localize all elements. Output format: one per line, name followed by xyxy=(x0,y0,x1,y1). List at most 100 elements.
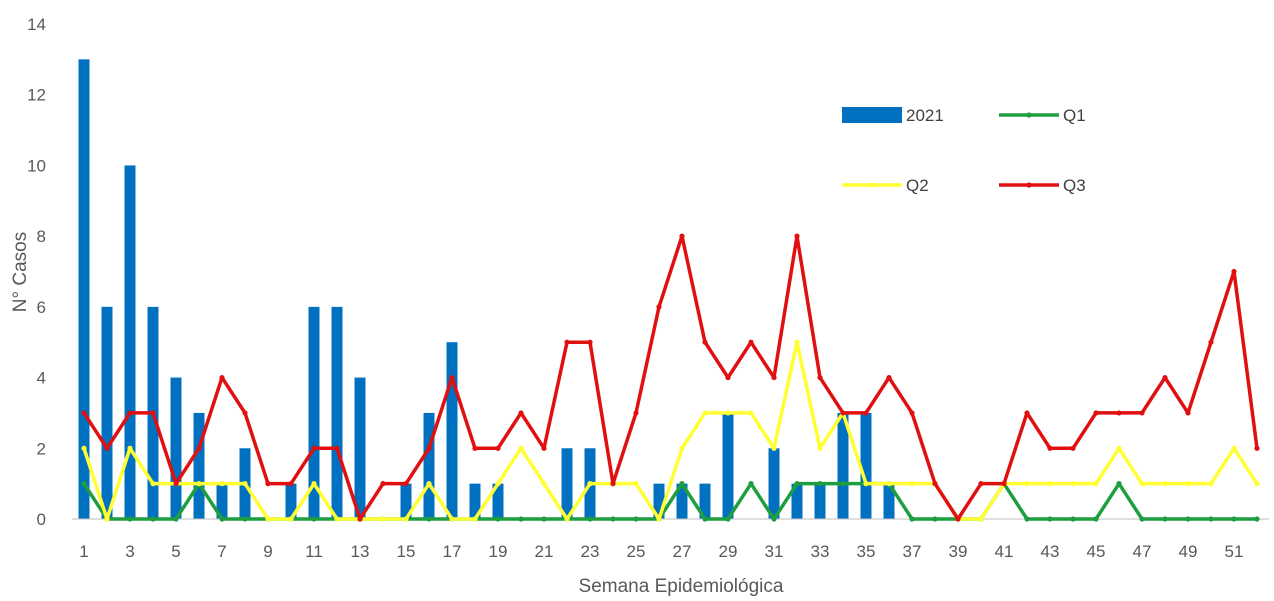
data-point xyxy=(794,233,800,239)
legend-label: Q2 xyxy=(906,176,929,195)
data-point xyxy=(679,445,685,451)
data-point xyxy=(495,481,501,487)
bar xyxy=(285,483,297,519)
data-point xyxy=(1254,481,1260,487)
data-point xyxy=(541,516,547,522)
x-tick-label: 49 xyxy=(1179,542,1198,561)
data-point xyxy=(81,445,87,451)
data-point xyxy=(1139,410,1145,416)
x-tick-labels: 1 3 5 7 9 11 13 15 17 19 21 23 25 27 29 31 33 35 37 39 41 43 4… xyxy=(79,542,1243,561)
data-point xyxy=(242,516,248,522)
data-point xyxy=(518,410,524,416)
data-point xyxy=(817,374,823,381)
data-point xyxy=(541,481,547,487)
data-point xyxy=(219,516,225,522)
data-point xyxy=(265,481,271,487)
data-point xyxy=(472,445,478,451)
bar xyxy=(469,483,481,519)
series-q2 xyxy=(81,339,1260,522)
data-point xyxy=(219,374,225,381)
x-tick-label: 35 xyxy=(857,542,876,561)
data-point xyxy=(81,481,87,487)
data-point xyxy=(886,481,892,487)
data-point xyxy=(909,516,915,522)
data-point xyxy=(104,516,110,522)
data-point xyxy=(1047,445,1053,451)
bar xyxy=(791,483,803,519)
data-point xyxy=(1185,481,1191,487)
bar xyxy=(653,483,665,519)
data-point xyxy=(426,481,432,487)
data-point xyxy=(1070,445,1076,451)
data-point xyxy=(702,410,708,416)
legend-label: 2021 xyxy=(906,106,944,125)
bar xyxy=(446,342,458,519)
data-point xyxy=(334,516,340,522)
x-tick-label: 9 xyxy=(263,542,272,561)
x-tick-label: 27 xyxy=(673,542,692,561)
data-point xyxy=(403,481,409,487)
x-axis-title: Semana Epidemiológica xyxy=(579,576,784,597)
data-point xyxy=(679,481,685,487)
x-tick-label: 15 xyxy=(397,542,416,561)
x-tick-label: 5 xyxy=(171,542,180,561)
y-tick-label: 10 xyxy=(27,156,46,175)
bar xyxy=(193,412,205,519)
data-point xyxy=(679,233,685,239)
data-point xyxy=(817,481,823,487)
data-point xyxy=(265,516,271,522)
y-tick-label: 8 xyxy=(37,227,46,246)
bar xyxy=(561,448,573,519)
data-point xyxy=(1231,516,1237,522)
data-point xyxy=(1001,481,1007,487)
data-point xyxy=(794,339,800,345)
data-point xyxy=(196,481,202,487)
data-point xyxy=(334,445,340,451)
data-point xyxy=(748,481,754,487)
data-point xyxy=(403,516,409,522)
x-tick-label: 21 xyxy=(535,542,554,561)
x-tick-label: 43 xyxy=(1041,542,1060,561)
data-point xyxy=(932,516,938,522)
data-point xyxy=(863,481,869,487)
x-tick-label: 51 xyxy=(1225,542,1244,561)
data-point xyxy=(1208,339,1214,345)
y-axis-title: N° Casos xyxy=(10,232,31,312)
y-tick-label: 2 xyxy=(37,439,46,458)
data-point xyxy=(242,481,248,487)
data-point xyxy=(1139,481,1145,487)
bar xyxy=(124,165,136,519)
x-tick-label: 13 xyxy=(351,542,370,561)
data-point xyxy=(495,516,501,522)
data-point xyxy=(771,445,777,451)
data-point xyxy=(1093,410,1099,416)
data-point xyxy=(1024,410,1030,416)
data-point xyxy=(909,410,915,416)
data-point xyxy=(426,445,432,451)
data-point xyxy=(127,410,133,416)
bar xyxy=(170,377,182,519)
data-point xyxy=(932,481,938,487)
data-point xyxy=(1116,481,1122,487)
legend-swatch xyxy=(842,107,902,123)
data-point xyxy=(840,410,846,416)
x-tick-label: 41 xyxy=(995,542,1014,561)
x-tick-label: 45 xyxy=(1087,542,1106,561)
data-point xyxy=(1116,445,1122,451)
y-tick-label: 6 xyxy=(37,298,46,317)
data-point xyxy=(702,339,708,345)
data-point xyxy=(1231,268,1237,275)
data-point xyxy=(1254,445,1260,451)
x-tick-label: 47 xyxy=(1133,542,1152,561)
bar xyxy=(216,483,228,519)
data-point xyxy=(1208,481,1214,487)
data-point xyxy=(771,516,777,522)
data-point xyxy=(633,481,639,487)
bar xyxy=(676,483,688,519)
data-point xyxy=(518,445,524,451)
x-tick-label: 29 xyxy=(719,542,738,561)
data-point xyxy=(518,516,524,522)
bar xyxy=(768,448,780,519)
data-point xyxy=(1254,516,1260,522)
data-point xyxy=(1116,410,1122,416)
